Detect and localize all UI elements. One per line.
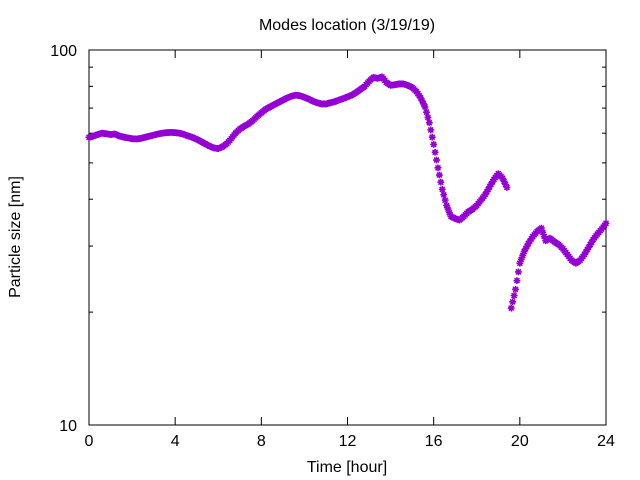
data-point: [602, 219, 610, 227]
data-point: [443, 202, 450, 209]
data-point: [523, 242, 531, 250]
x-tick-label: 8: [257, 433, 266, 450]
data-point: [427, 126, 435, 134]
data-point: [428, 133, 436, 141]
plot-frame: [88, 49, 607, 426]
y-axis-label: Particle size [nm]: [7, 176, 24, 298]
data-point: [522, 245, 529, 253]
data-point: [513, 277, 521, 285]
data-point: [537, 224, 545, 232]
data-point: [520, 248, 528, 256]
y-tick-label: 100: [50, 43, 77, 60]
data-point: [441, 196, 449, 204]
data-point: [444, 205, 452, 213]
x-tick-label: 20: [511, 433, 529, 450]
y-tick-label: 10: [59, 418, 77, 435]
data-point: [514, 268, 522, 276]
data-point: [516, 259, 524, 267]
data-point: [436, 171, 443, 179]
data-point: [507, 304, 515, 312]
chart-title: Modes location (3/19/19): [259, 17, 435, 34]
data-point: [417, 94, 425, 102]
x-tick-label: 4: [171, 433, 180, 450]
data-point: [437, 178, 445, 186]
data-point: [430, 141, 438, 148]
data-point: [433, 156, 440, 164]
data-point: [517, 255, 525, 263]
data-point: [519, 252, 527, 259]
data-point: [481, 191, 489, 198]
data-point: [431, 148, 439, 156]
x-axis-label: Time [hour]: [307, 459, 387, 476]
data-point: [424, 114, 432, 121]
plot-area: 0 4 8 12 16 20 24 10 100: [50, 43, 615, 450]
data-point: [421, 103, 429, 111]
data-point: [512, 285, 519, 293]
data-point: [423, 108, 430, 116]
data-point: [438, 185, 446, 193]
data-point: [418, 97, 426, 105]
data-point: [446, 209, 453, 217]
data-point: [500, 177, 508, 185]
data-point: [434, 164, 442, 172]
data-point: [540, 233, 548, 240]
x-tick-label: 0: [85, 433, 94, 450]
data-point: [539, 228, 547, 236]
data-point: [499, 174, 506, 182]
x-tick-label: 16: [425, 433, 443, 450]
data-point: [484, 185, 492, 193]
data-point: [503, 184, 511, 191]
data-point: [420, 100, 428, 108]
data-point: [440, 191, 448, 199]
x-tick-label: 24: [597, 433, 615, 450]
data-point: [509, 298, 517, 306]
data-point: [483, 188, 491, 196]
data-point: [502, 180, 509, 188]
x-tick-label: 12: [339, 433, 357, 450]
data-point: [425, 119, 433, 127]
data-point: [510, 292, 518, 299]
